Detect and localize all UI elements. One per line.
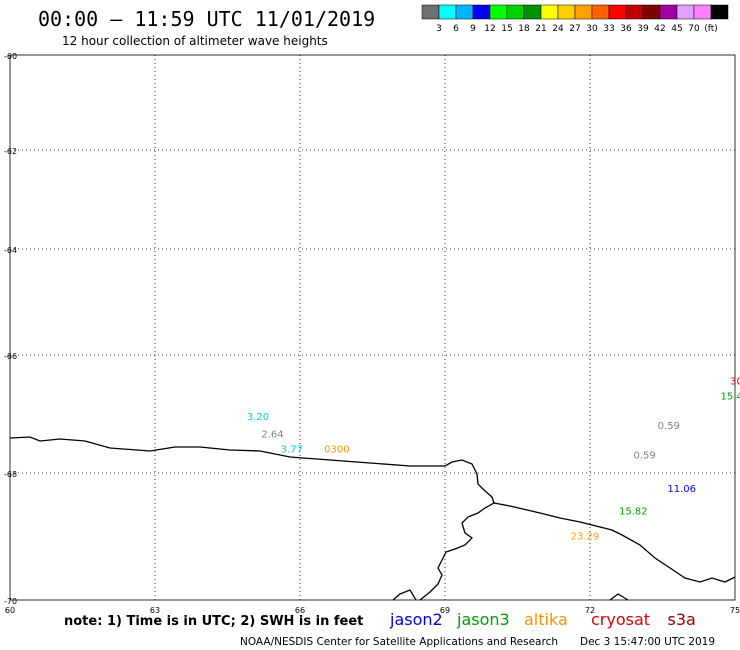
coastline-south	[392, 589, 417, 601]
legend-label: 12	[484, 24, 495, 34]
wave-height-value: 15.40	[721, 391, 740, 402]
wave-height-value: 0300	[324, 444, 349, 455]
observation-labels: 3.20 2.64 3.77 0300 0.59 0.59 11.06 15.82 23.29 1…	[247, 362, 740, 543]
page-subtitle: 12 hour collection of altimeter wave hei…	[62, 34, 328, 48]
coastline	[9, 436, 495, 601]
map-panel: -60 -62 -64 -66 -68 -70 60 63 66 69 72 75 3.20 2.64…	[4, 52, 740, 615]
satellite-name: s3a	[668, 610, 696, 629]
legend-swatch	[659, 4, 678, 20]
satellite-name: jason2	[389, 610, 443, 629]
legend-swatch	[625, 4, 644, 20]
legend-swatch	[608, 4, 627, 20]
latitude-labels: -60 -62 -64 -66 -68 -70	[4, 52, 17, 606]
legend-label: 15	[501, 24, 512, 34]
wave-height-value: 3.20	[247, 412, 269, 423]
legend-swatch	[523, 4, 542, 20]
legend-label: (ft)	[704, 24, 718, 34]
legend-swatch	[472, 4, 491, 20]
legend-swatch	[591, 4, 610, 20]
longitude-labels: 60 63 66 69 72 75	[5, 606, 740, 615]
legend-label: 9	[470, 24, 476, 34]
lon-label: 72	[585, 606, 595, 615]
legend-swatch	[574, 4, 593, 20]
legend-label: 6	[453, 24, 459, 34]
footer-note: note: 1) Time is in UTC; 2) SWH is in fe…	[64, 614, 363, 629]
lon-label: 60	[5, 606, 15, 615]
coastline-east	[493, 502, 736, 583]
legend-swatch	[540, 4, 559, 20]
lat-label: -70	[4, 597, 17, 606]
legend-label: 24	[552, 24, 564, 34]
legend-swatch	[455, 4, 474, 20]
legend-swatch	[642, 4, 661, 20]
lon-label: 75	[730, 606, 740, 615]
legend-swatch	[506, 4, 525, 20]
lon-label: 63	[150, 606, 160, 615]
satellite-name: cryosat	[591, 610, 650, 629]
color-scale-legend: 3 6 9 12 15 18 21 24 27 30 33 36 39 42 45 70 (ft)	[421, 4, 729, 34]
wave-height-value: 23.29	[571, 532, 600, 543]
legend-label: 36	[620, 24, 632, 34]
credit-text: NOAA/NESDIS Center for Satellite Applica…	[240, 636, 558, 648]
lon-label: 66	[295, 606, 305, 615]
legend-label: 3	[436, 24, 442, 34]
legend-swatch	[710, 4, 729, 20]
legend-label: 42	[654, 24, 665, 34]
lon-label: 69	[440, 606, 450, 615]
coastline-bay	[609, 593, 629, 601]
graticule	[10, 55, 735, 600]
timestamp-text: Dec 3 15:47:00 UTC 2019	[580, 636, 715, 648]
wave-height-value: 15.82	[619, 506, 648, 517]
wave-height-value: 30.3	[730, 377, 740, 388]
wave-height-value: 0.59	[634, 450, 656, 461]
legend-label: 18	[518, 24, 530, 34]
legend-label: 21	[535, 24, 546, 34]
lat-label: -64	[4, 246, 17, 255]
lat-label: -66	[4, 352, 17, 361]
legend-swatch	[438, 4, 457, 20]
wave-height-value: 3.77	[281, 444, 303, 455]
lat-label: -60	[4, 52, 17, 61]
wave-height-value: 11.06	[667, 484, 696, 495]
legend-label: 39	[637, 24, 649, 34]
legend-label: 33	[603, 24, 614, 34]
satellite-name: jason3	[456, 610, 510, 629]
legend-label: 45	[671, 24, 682, 34]
legend-label: 30	[586, 24, 598, 34]
legend-swatch	[557, 4, 576, 20]
legend-label: 27	[569, 24, 580, 34]
lat-label: -68	[4, 470, 17, 479]
map-frame	[9, 54, 736, 601]
page-title: 00:00 – 11:59 UTC 11/01/2019	[38, 7, 375, 31]
lat-label: -62	[4, 147, 17, 156]
legend-swatch	[676, 4, 695, 20]
legend-swatch	[421, 4, 440, 20]
wave-height-value: 2.64	[261, 430, 283, 441]
legend-swatch	[693, 4, 712, 20]
satellite-name: altika	[524, 610, 568, 629]
satellite-legend: jason2 jason3 altika cryosat s3a	[389, 610, 696, 629]
wave-height-value: 0.59	[658, 421, 680, 432]
legend-label: 70	[688, 24, 700, 34]
legend-swatch	[489, 4, 508, 20]
